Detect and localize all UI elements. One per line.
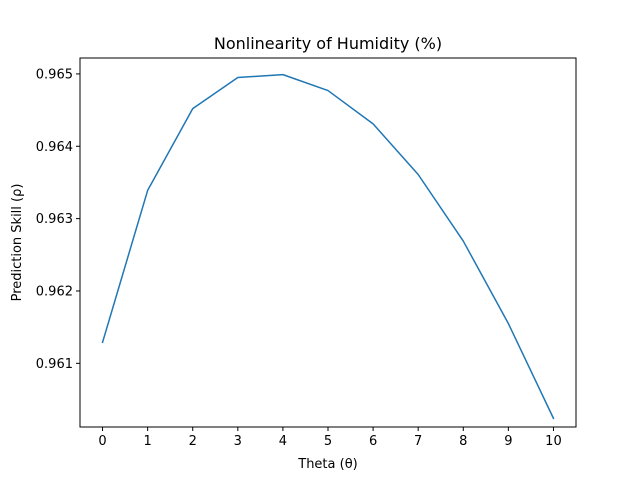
x-tick-label: 7 (414, 434, 422, 449)
data-point (417, 174, 419, 176)
data-point (508, 323, 510, 325)
x-tick-label: 5 (324, 434, 332, 449)
data-point (553, 418, 555, 420)
y-tick-label: 0.961 (36, 357, 73, 372)
x-tick-label: 3 (234, 434, 242, 449)
x-axis-label: Theta (θ) (297, 457, 357, 472)
x-tick-label: 8 (459, 434, 467, 449)
x-axis: 0 1 2 3 4 5 6 7 8 9 10 (98, 427, 562, 449)
data-point (327, 90, 329, 92)
y-axis-label: Prediction Skill (ρ) (10, 184, 25, 302)
x-tick-label: 0 (98, 434, 106, 449)
data-point (237, 77, 239, 79)
x-tick-label: 6 (369, 434, 377, 449)
y-tick-label: 0.962 (36, 284, 73, 299)
y-axis: 0.961 0.962 0.963 0.964 0.965 (36, 67, 80, 372)
chart-title: Nonlinearity of Humidity (%) (214, 34, 442, 53)
series-layer (101, 73, 555, 420)
x-tick-label: 1 (143, 434, 151, 449)
x-tick-label: 2 (189, 434, 197, 449)
y-tick-label: 0.963 (36, 212, 73, 227)
data-point (462, 240, 464, 242)
data-point (372, 123, 374, 125)
data-point (147, 190, 149, 192)
data-point (192, 108, 194, 110)
y-tick-label: 0.965 (36, 67, 73, 82)
x-tick-label: 4 (279, 434, 287, 449)
x-tick-label: 10 (545, 434, 562, 449)
data-point (282, 74, 284, 76)
data-point (102, 342, 104, 344)
x-tick-label: 9 (504, 434, 512, 449)
series-line (101, 73, 555, 420)
y-tick-label: 0.964 (36, 140, 73, 155)
